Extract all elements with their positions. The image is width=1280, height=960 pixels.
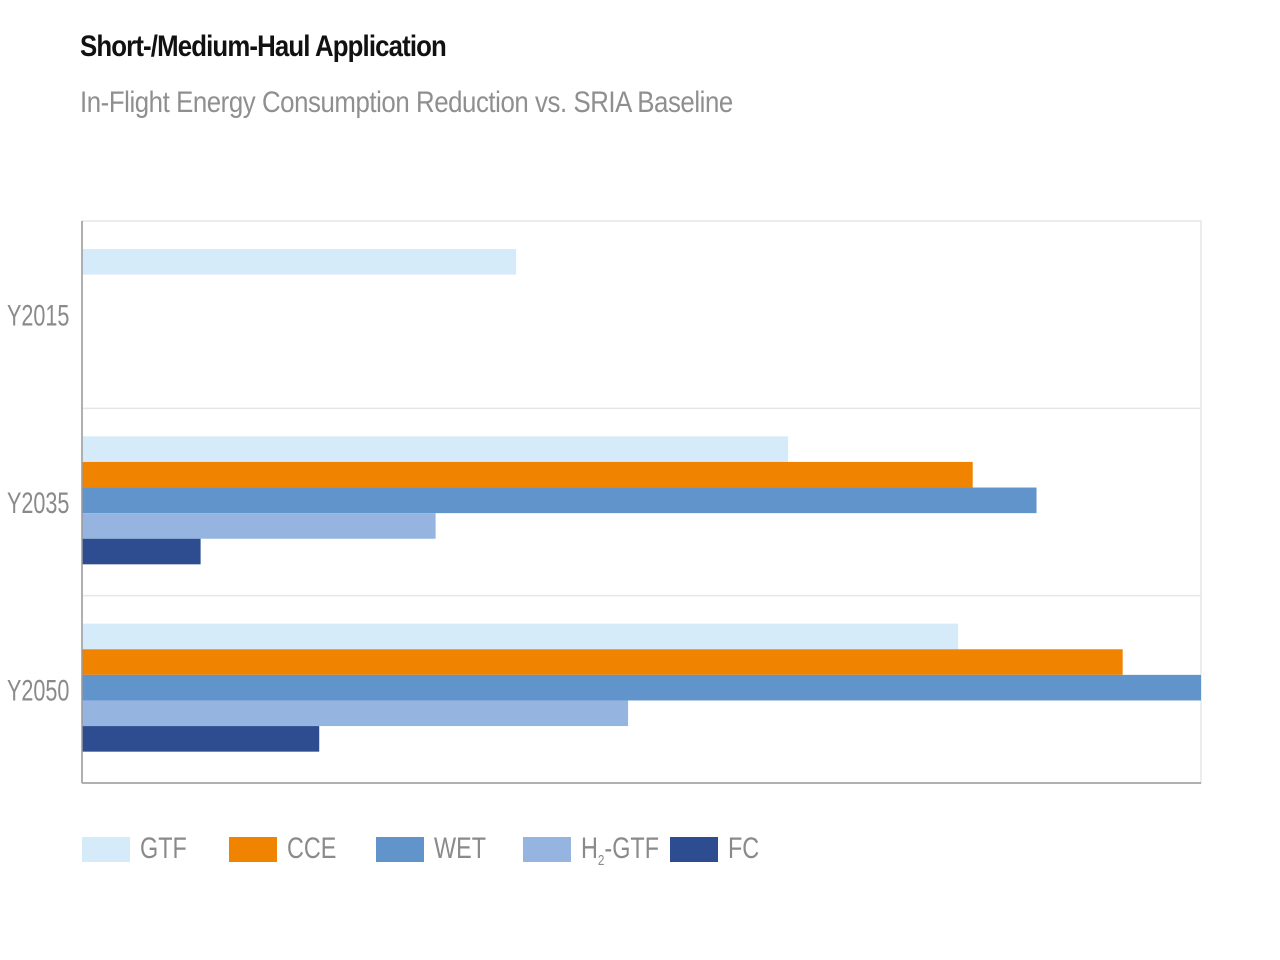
- legend-swatch-h2-gtf: [523, 837, 571, 862]
- bar-h2-gtf-y2035: [82, 513, 436, 539]
- chart-subtitle: In-Flight Energy Consumption Reduction v…: [80, 86, 733, 119]
- category-label-y2050: Y2050: [7, 673, 69, 707]
- legend-label-gtf: GTF: [140, 832, 187, 865]
- bar-gtf-y2035: [82, 436, 789, 462]
- legend-label-cce: CCE: [287, 832, 337, 865]
- bar-fc-y2035: [82, 538, 201, 565]
- bar-cce-y2050: [82, 649, 1123, 675]
- bar-gtf-y2015: [82, 249, 517, 275]
- bar-cce-y2035: [82, 461, 973, 488]
- chart-title: Short-/Medium-Haul Application: [80, 30, 447, 63]
- bar-gtf-y2050: [82, 623, 959, 650]
- bar-fc-y2050: [82, 726, 320, 752]
- category-label-y2015: Y2015: [7, 298, 69, 332]
- bar-wet-y2035: [82, 487, 1037, 514]
- legend-label-wet: WET: [434, 832, 486, 865]
- legend-label-h2-gtf: H2-GTF: [581, 832, 659, 869]
- legend-swatch-wet: [376, 837, 424, 862]
- bar-wet-y2050: [82, 674, 1201, 701]
- bar-h2-gtf-y2050: [82, 700, 629, 727]
- legend-label-fc: FC: [728, 832, 760, 865]
- legend-swatch-gtf: [82, 837, 130, 862]
- legend-swatch-cce: [229, 837, 277, 862]
- category-label-y2035: Y2035: [7, 485, 69, 519]
- legend-swatch-fc: [670, 837, 718, 862]
